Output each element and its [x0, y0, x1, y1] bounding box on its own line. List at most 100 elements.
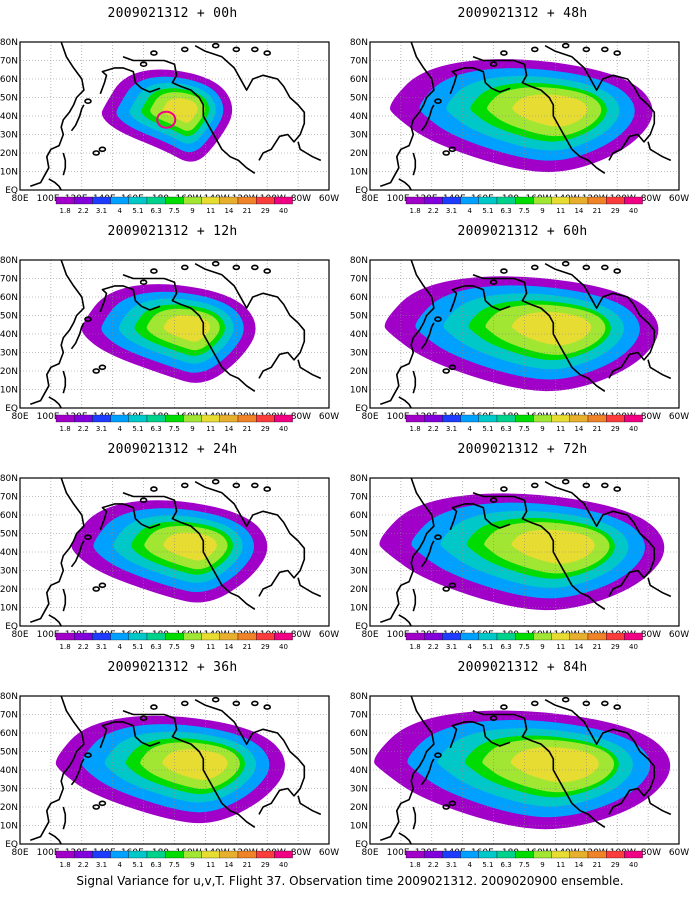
- colorbar-swatch: [496, 632, 516, 641]
- lat-tick-label: 70N: [0, 711, 18, 721]
- lon-tick-label: 80E: [361, 630, 378, 640]
- lat-tick-label: 30N: [0, 567, 18, 577]
- colorbar-level-label: 29: [261, 207, 270, 215]
- colorbar-swatch: [460, 414, 479, 423]
- colorbar-swatch: [478, 850, 498, 859]
- colorbar-level-label: 1.8: [60, 643, 71, 651]
- lon-tick-label: 100E: [37, 630, 60, 640]
- lat-tick-label: 20N: [350, 367, 368, 377]
- lat-tick-label: 10N: [350, 386, 368, 396]
- lat-tick-label: 70N: [350, 711, 368, 721]
- colorbar-swatch: [256, 196, 275, 205]
- panel-title: 2009021312 + 12h: [107, 224, 238, 239]
- lat-tick-label: 20N: [350, 149, 368, 159]
- colorbar-level-label: 14: [224, 207, 233, 215]
- lat-tick-label: 70N: [350, 275, 368, 285]
- colorbar-swatch: [92, 632, 111, 641]
- colorbar-swatch: [606, 632, 625, 641]
- lat-tick-label: 50N: [0, 748, 18, 758]
- colorbar-level-label: 6.3: [501, 861, 512, 869]
- lat-tick-label: 40N: [350, 548, 368, 558]
- colorbar-swatch: [569, 414, 589, 423]
- colorbar-level-label: 5.1: [132, 861, 143, 869]
- colorbar-swatch: [496, 414, 516, 423]
- colorbar-swatch: [55, 632, 75, 641]
- colorbar-level-label: 3.1: [96, 643, 107, 651]
- colorbar-level-label: 3.1: [446, 643, 457, 651]
- colorbar-level-label: 14: [574, 861, 583, 869]
- lat-tick-label: EQ: [355, 404, 368, 414]
- colorbar-level-label: 9: [190, 207, 194, 215]
- lat-tick-label: 30N: [350, 785, 368, 795]
- colorbar-level-label: 40: [279, 425, 288, 433]
- colorbar-swatch: [624, 414, 643, 423]
- lat-tick-label: EQ: [355, 840, 368, 850]
- colorbar-swatch: [256, 850, 275, 859]
- lon-tick-label: 80E: [361, 194, 378, 204]
- colorbar-level-label: 21: [593, 861, 602, 869]
- colorbar-swatch: [219, 632, 239, 641]
- lon-tick-label: 60W: [669, 630, 689, 640]
- colorbar-level-label: 4: [467, 861, 472, 869]
- lon-tick-label: 80E: [361, 412, 378, 422]
- coastlines: [380, 478, 672, 626]
- colorbar-level-label: 29: [611, 425, 620, 433]
- colorbar-level-label: 7.5: [169, 861, 180, 869]
- lat-tick-label: 50N: [0, 312, 18, 322]
- colorbar-level-label: 29: [611, 207, 620, 215]
- lon-tick-label: 60W: [669, 848, 689, 858]
- colorbar-level-label: 2.2: [428, 425, 439, 433]
- panel-title: 2009021312 + 36h: [107, 660, 238, 675]
- colorbar-swatch: [74, 196, 93, 205]
- variance-field: [55, 715, 285, 824]
- panel-title: 2009021312 + 24h: [107, 442, 238, 457]
- coastlines: [30, 696, 322, 844]
- colorbar: 1.8 2.2 3.1 4 5.1 6.3 7.5 9 11 14 21 29 40: [55, 850, 293, 869]
- map-panel-12h: 2009021312 + 12h80E100E120E140E160E18016…: [0, 218, 345, 436]
- colorbar-swatch: [424, 196, 443, 205]
- lon-tick-label: 100E: [387, 848, 410, 858]
- colorbar-swatch: [587, 850, 607, 859]
- lat-tick-label: 10N: [350, 604, 368, 614]
- coastlines: [380, 42, 672, 190]
- colorbar-swatch: [624, 632, 643, 641]
- colorbar-swatch: [587, 414, 607, 423]
- lat-tick-label: EQ: [5, 840, 18, 850]
- lon-tick-label: 60W: [319, 630, 339, 640]
- lat-tick-label: 50N: [350, 94, 368, 104]
- panel-title: 2009021312 + 60h: [457, 224, 588, 239]
- variance-field: [81, 284, 256, 383]
- map-plot: 80E100E120E140E160E180160W140W120W100W80…: [0, 692, 339, 869]
- colorbar-level-label: 29: [261, 643, 270, 651]
- colorbar-level-label: 4: [117, 643, 122, 651]
- colorbar-swatch: [424, 850, 443, 859]
- colorbar-level-label: 14: [574, 425, 583, 433]
- colorbar-level-label: 14: [574, 643, 583, 651]
- lat-tick-label: 30N: [0, 785, 18, 795]
- lat-tick-label: 60N: [0, 75, 18, 85]
- colorbar-swatch: [405, 196, 425, 205]
- colorbar-swatch: [74, 850, 93, 859]
- colorbar-level-label: 9: [540, 643, 544, 651]
- colorbar-level-label: 9: [190, 861, 194, 869]
- colorbar-swatch: [128, 632, 148, 641]
- lat-tick-label: 80N: [350, 692, 368, 702]
- variance-field: [390, 59, 653, 173]
- variance-contour: [163, 315, 211, 342]
- panel-title: 2009021312 + 00h: [107, 6, 238, 21]
- lon-tick-label: 80E: [11, 848, 28, 858]
- colorbar-swatch: [165, 632, 184, 641]
- variance-field: [384, 276, 659, 392]
- lon-tick-label: 100E: [37, 194, 60, 204]
- colorbar-swatch: [515, 414, 534, 423]
- colorbar-swatch: [515, 632, 534, 641]
- colorbar: 1.8 2.2 3.1 4 5.1 6.3 7.5 9 11 14 21 29 40: [405, 414, 643, 433]
- colorbar-level-label: 7.5: [169, 425, 180, 433]
- colorbar-swatch: [551, 414, 570, 423]
- colorbar-level-label: 11: [556, 643, 565, 651]
- coastlines: [30, 42, 322, 190]
- lon-tick-label: 80W: [641, 412, 661, 422]
- lat-tick-label: 40N: [0, 548, 18, 558]
- lat-tick-label: 30N: [350, 567, 368, 577]
- colorbar-swatch: [569, 632, 589, 641]
